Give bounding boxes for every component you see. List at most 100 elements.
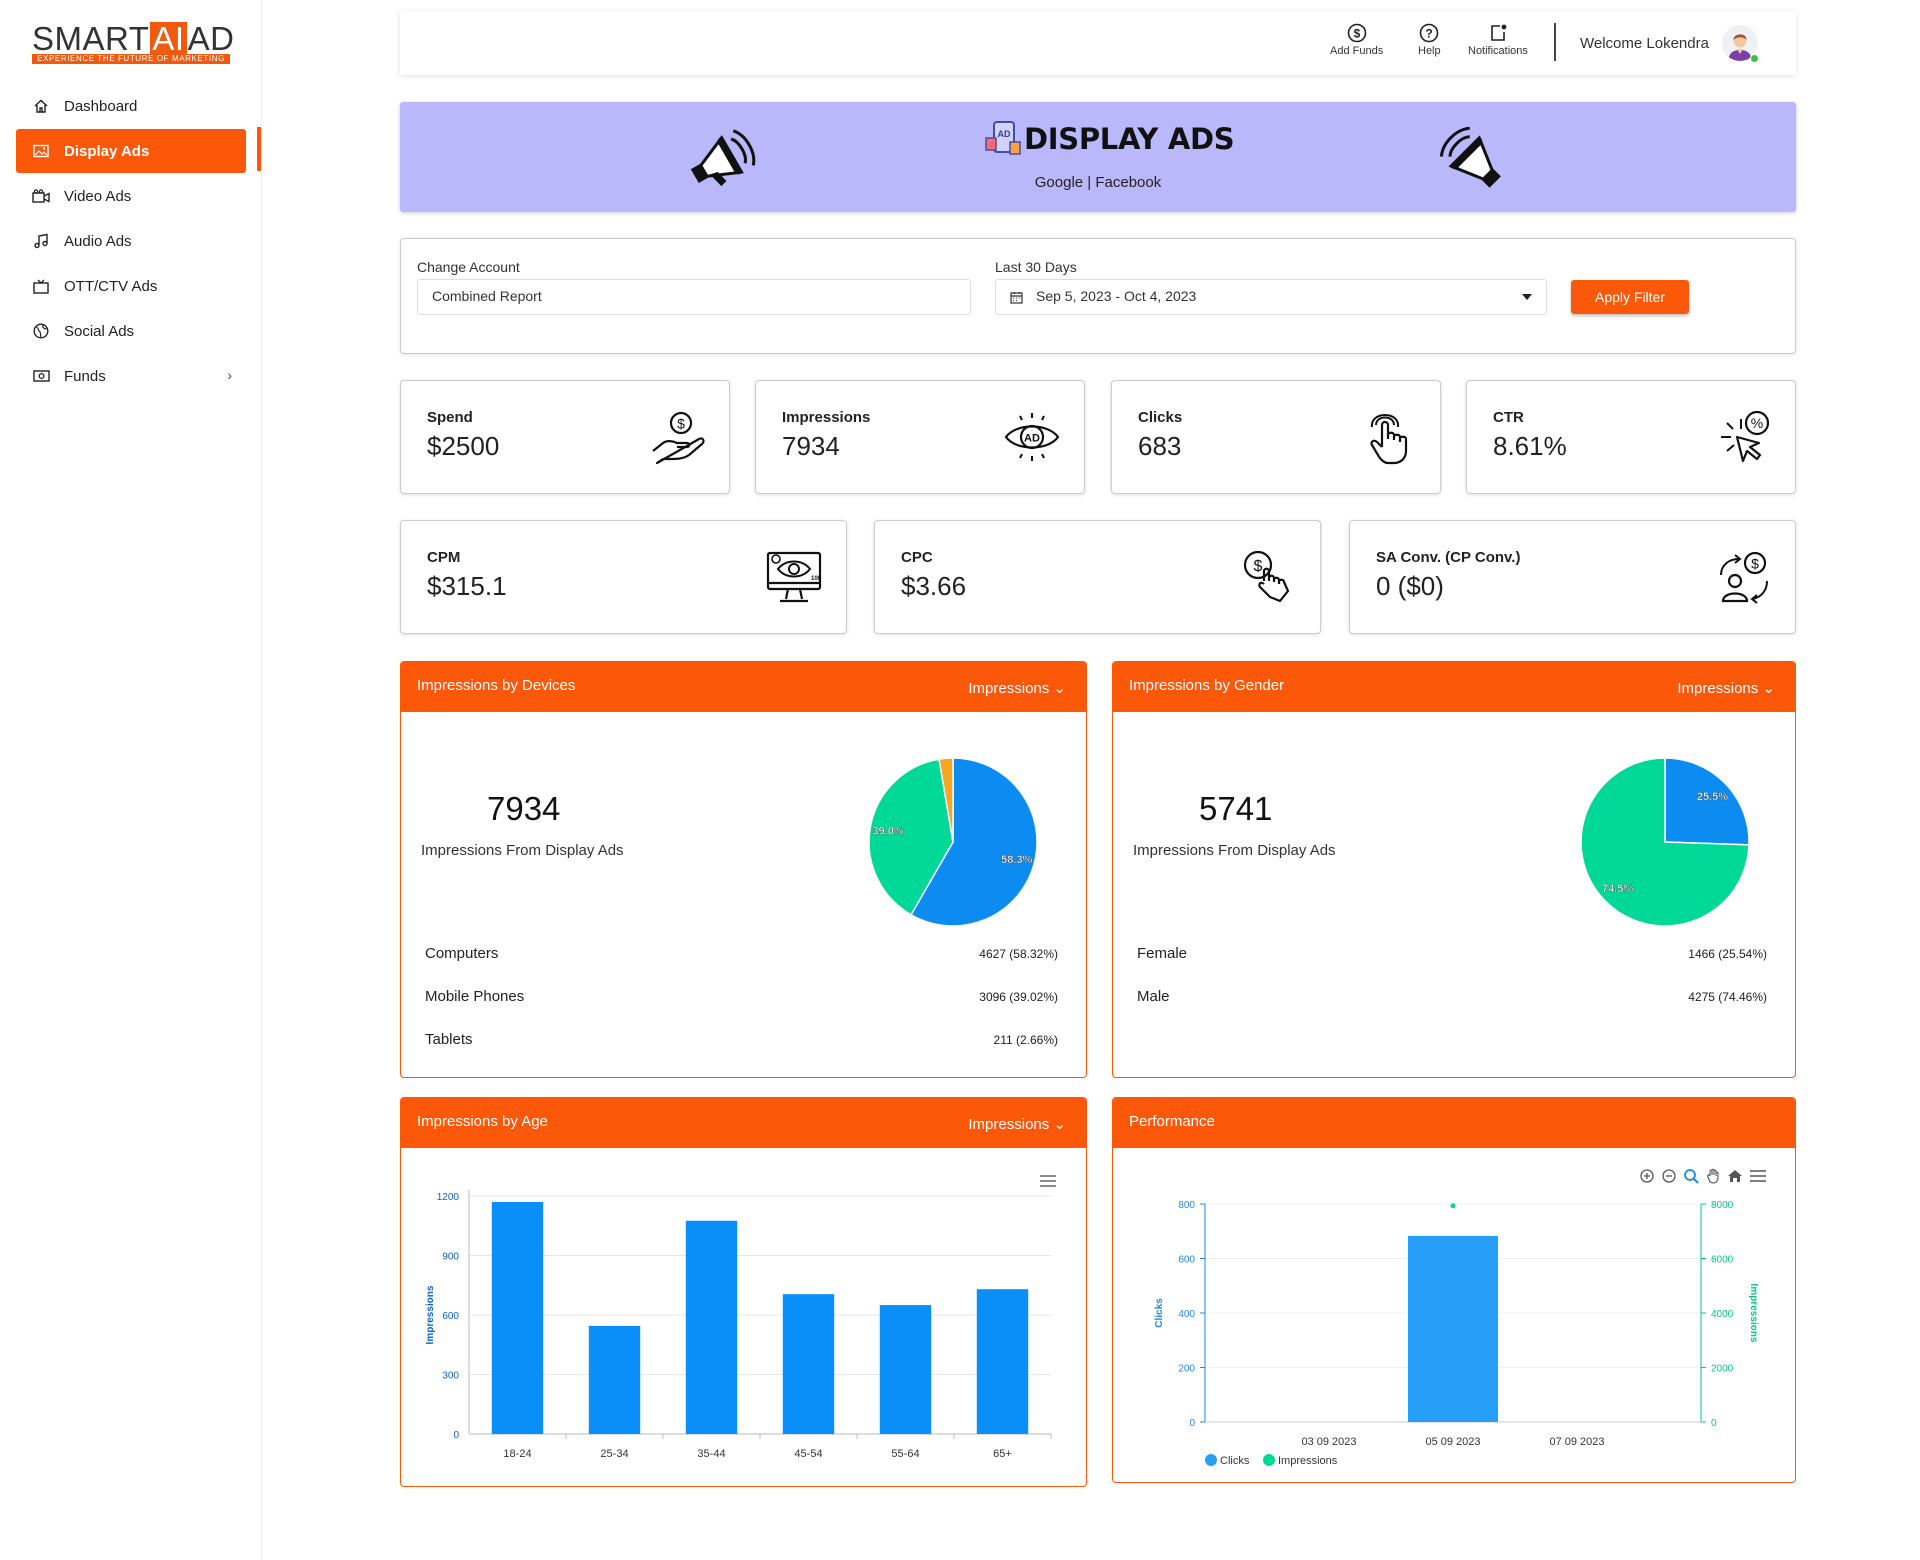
sidebar-item-audio-ads[interactable]: Audio Ads — [16, 219, 246, 263]
help-label: Help — [1418, 45, 1441, 57]
y-right-tick-label: 2000 — [1711, 1364, 1734, 1375]
devices-subtitle: Impressions From Display Ads — [421, 842, 624, 859]
spend-label: Spend — [427, 409, 473, 426]
device-row-value: 4627 (58.32%) — [979, 947, 1058, 961]
performance-panel-header: Performance — [1113, 1098, 1795, 1148]
gender-pie-chart: 25.5% 74.5% — [1580, 757, 1750, 927]
zoom-select-icon[interactable] — [1683, 1168, 1699, 1184]
sidebar-item-funds[interactable]: Funds › — [16, 354, 246, 398]
devices-title: Impressions by Devices — [417, 677, 576, 694]
account-select[interactable]: Combined Report — [417, 279, 971, 315]
sidebar-item-video-ads[interactable]: Video Ads — [16, 174, 246, 218]
gender-row-label: Female — [1137, 945, 1188, 962]
banner-title: DISPLAY ADS — [1024, 122, 1235, 156]
music-note-icon — [32, 232, 50, 250]
impressions-point[interactable] — [1450, 1203, 1456, 1209]
brand-logo[interactable]: SMART AI AD EXPERIENCE THE FUTURE OF MARKE… — [32, 20, 235, 66]
legend-marker[interactable] — [1205, 1454, 1217, 1466]
svg-text:$: $ — [1254, 558, 1263, 575]
age-bar[interactable] — [588, 1325, 641, 1434]
svg-text:%: % — [1751, 415, 1763, 431]
tv-icon — [32, 277, 50, 295]
age-bar[interactable] — [782, 1294, 835, 1434]
sidebar-item-display-ads[interactable]: Display Ads — [16, 129, 246, 173]
age-bar[interactable] — [976, 1289, 1029, 1434]
notification-icon — [1491, 24, 1507, 41]
pie-slice[interactable] — [910, 757, 1038, 927]
age-panel: Impressions by Age Impressions ⌄ 0 300 600… — [400, 1097, 1087, 1487]
display-ads-banner: AD DISPLAY ADS Google | Facebook — [400, 102, 1796, 212]
age-metric-dropdown[interactable]: Impressions ⌄ — [968, 1115, 1066, 1133]
devices-metric-value: Impressions — [968, 680, 1050, 697]
chevron-down-icon: ⌄ — [1053, 1116, 1066, 1133]
conversions-label: SA Conv. (CP Conv.) — [1376, 549, 1521, 566]
globe-icon — [32, 322, 50, 340]
cpm-card: CPM $315.1 100 — [400, 520, 847, 634]
date-range-picker[interactable]: Sep 5, 2023 - Oct 4, 2023 — [995, 279, 1547, 315]
age-bar[interactable] — [491, 1201, 544, 1434]
x-tick-label: 35-44 — [697, 1448, 725, 1460]
y-tick-label: 300 — [442, 1371, 459, 1382]
gender-metric-dropdown[interactable]: Impressions ⌄ — [1677, 679, 1775, 697]
gender-total: 5741 — [1199, 790, 1273, 827]
legend-marker[interactable] — [1263, 1454, 1275, 1466]
y-right-tick-label: 0 — [1711, 1418, 1717, 1429]
spend-card: Spend $2500 $ — [400, 380, 730, 494]
add-funds-button[interactable]: $ Add Funds — [1330, 23, 1383, 57]
sidebar-item-dashboard[interactable]: Dashboard — [16, 84, 246, 128]
ctr-card: CTR 8.61% % — [1466, 380, 1796, 494]
age-bar-chart: 0 300 600 900 1200 18-24 25-34 35-44 45-54 55-64 6… — [425, 1190, 1052, 1460]
pie-slice[interactable] — [868, 758, 954, 916]
y-tick-label: 1200 — [437, 1192, 460, 1203]
legend-label[interactable]: Clicks — [1220, 1455, 1250, 1467]
notifications-button[interactable]: Notifications — [1468, 23, 1528, 57]
age-bar[interactable] — [685, 1220, 738, 1434]
dollar-circle-icon: $ — [1347, 23, 1366, 43]
chart-menu-icon[interactable] — [1039, 1174, 1057, 1188]
zoom-in-icon[interactable] — [1639, 1168, 1655, 1184]
devices-metric-dropdown[interactable]: Impressions ⌄ — [968, 679, 1066, 697]
age-bar[interactable] — [879, 1305, 932, 1434]
sidebar-item-ott-ctv-ads[interactable]: OTT/CTV Ads — [16, 264, 246, 308]
brand-name-post: AD — [187, 20, 235, 57]
reset-home-icon[interactable] — [1727, 1168, 1743, 1184]
zoom-out-icon[interactable] — [1661, 1168, 1677, 1184]
add-funds-label: Add Funds — [1330, 45, 1384, 57]
sidebar-item-social-ads[interactable]: Social Ads — [16, 309, 246, 353]
y-left-tick-label: 600 — [1178, 1255, 1195, 1266]
device-row-label: Computers — [425, 945, 499, 962]
cpc-card: CPC $3.66 $ — [874, 520, 1321, 634]
device-row-value: 211 (2.66%) — [993, 1033, 1058, 1047]
pie-slice[interactable] — [1580, 757, 1750, 927]
y-left-tick-label: 400 — [1178, 1309, 1195, 1320]
chart-menu-icon[interactable] — [1749, 1169, 1767, 1183]
x-tick-label: 25-34 — [600, 1448, 628, 1460]
performance-panel: Performance 0 200 400 600 800 0 2000 4000 6000 80… — [1112, 1097, 1796, 1483]
pan-hand-icon[interactable] — [1705, 1168, 1721, 1184]
clicks-bar[interactable] — [1408, 1235, 1498, 1422]
video-camera-icon — [32, 187, 50, 205]
y-tick-label: 0 — [453, 1430, 459, 1441]
money-icon — [32, 367, 50, 385]
notifications-label: Notifications — [1468, 45, 1528, 57]
megaphone-right-icon — [1439, 126, 1501, 188]
apply-filter-button[interactable]: Apply Filter — [1571, 280, 1689, 314]
date-range-label: Last 30 Days — [995, 259, 1077, 275]
pie-slice[interactable] — [1664, 757, 1750, 846]
gender-row-label: Male — [1137, 988, 1170, 1005]
y-tick-label: 900 — [442, 1252, 459, 1263]
cpc-value: $3.66 — [901, 571, 967, 601]
performance-title: Performance — [1129, 1113, 1215, 1130]
pie-slice[interactable] — [938, 757, 954, 843]
x-tick-label: 65+ — [993, 1448, 1012, 1460]
svg-text:$: $ — [1751, 556, 1759, 572]
svg-text:AD: AD — [998, 129, 1011, 139]
pie-data-label: 39.0% — [872, 825, 903, 837]
gender-row-value: 1466 (25.54%) — [1688, 947, 1767, 961]
monitor-eye-icon: 100 — [766, 551, 822, 603]
help-button[interactable]: ? Help — [1418, 23, 1441, 57]
chevron-right-icon[interactable]: › — [227, 367, 232, 383]
brand-name-pre: SMART — [32, 20, 150, 57]
legend-label[interactable]: Impressions — [1278, 1455, 1338, 1467]
impressions-card: Impressions 7934 AD — [755, 380, 1085, 494]
